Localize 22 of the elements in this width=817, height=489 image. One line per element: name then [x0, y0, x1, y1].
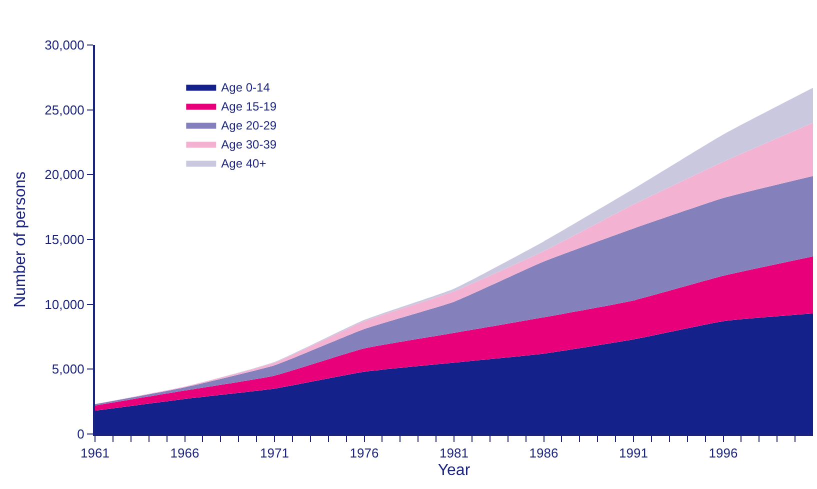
y-tick-label: 0 — [77, 426, 84, 442]
x-tick-label: 1966 — [170, 446, 200, 461]
x-tick-label: 1986 — [529, 446, 558, 461]
y-axis-title: Number of persons — [12, 171, 30, 308]
y-tick-label: 30,000 — [44, 38, 84, 53]
legend-label: Age 30-39 — [221, 137, 277, 152]
x-tick-label: 1976 — [350, 446, 379, 461]
y-tick-label: 15,000 — [44, 232, 84, 248]
y-tick-label: 25,000 — [44, 102, 84, 118]
legend-label: Age 0-14 — [221, 80, 270, 94]
x-tick-label: 1996 — [708, 446, 738, 461]
legend-label: Age 40+ — [221, 156, 266, 170]
x-tick-label: 1991 — [619, 446, 648, 461]
y-tick-label: 10,000 — [44, 296, 84, 312]
legend-label: Age 20-29 — [221, 118, 277, 132]
x-tick-label: 1981 — [440, 446, 468, 461]
x-tick-label: 1961 — [80, 446, 110, 461]
legend-label: Age 15-19 — [221, 99, 277, 114]
y-tick-label: 5,000 — [52, 362, 84, 377]
y-tick-label: 20,000 — [44, 167, 84, 182]
x-tick-label: 1971 — [260, 446, 289, 461]
x-axis-title: Year — [438, 462, 471, 479]
